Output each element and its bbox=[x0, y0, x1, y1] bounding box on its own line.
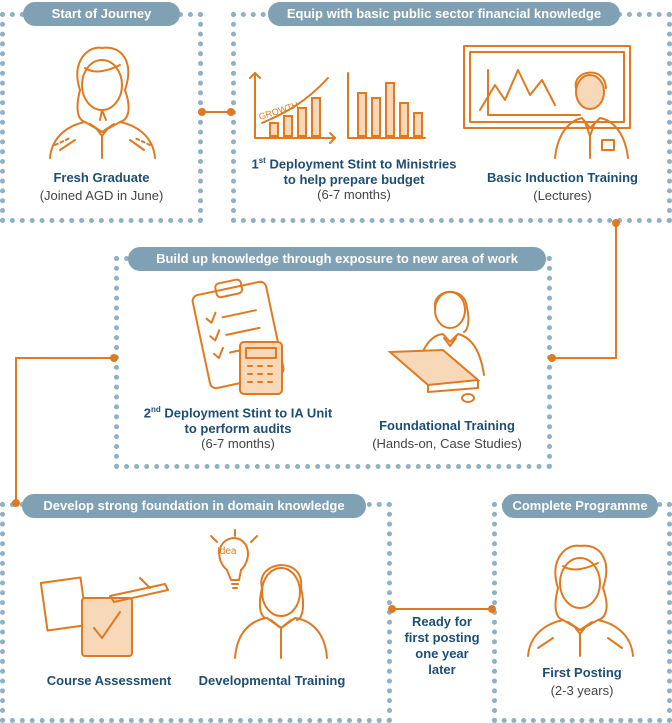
assessment-paper-icon bbox=[39, 576, 169, 657]
connector-start-equip bbox=[203, 111, 232, 113]
foundational-title: Foundational Training bbox=[379, 418, 515, 433]
induction-title: Basic Induction Training bbox=[487, 170, 638, 185]
checklist-calculator-icon bbox=[191, 278, 285, 395]
connector-dot bbox=[12, 499, 20, 507]
idea-label: Idea bbox=[217, 546, 237, 557]
growth-chart-icon: GROWTH bbox=[249, 72, 426, 144]
developmental-title: Developmental Training bbox=[198, 673, 346, 688]
idea-bulb-girl-icon: Idea bbox=[210, 529, 328, 659]
connector-dot bbox=[388, 605, 396, 613]
first-posting-sub: (2-3 years) bbox=[550, 683, 614, 698]
posted-girl-icon bbox=[527, 544, 634, 657]
connector-dot bbox=[548, 354, 556, 362]
graduate-girl-icon bbox=[49, 46, 156, 159]
connector-dot bbox=[110, 354, 118, 362]
deploy2-sub: (6-7 months) bbox=[201, 436, 275, 451]
connector-dot bbox=[198, 108, 206, 116]
deploy2-title: 2nd Deployment Stint to IA Unit to perfo… bbox=[143, 405, 333, 437]
assessment-title: Course Assessment bbox=[46, 673, 172, 688]
start-title: Fresh Graduate bbox=[53, 170, 150, 185]
connector-build-develop-v bbox=[15, 357, 17, 503]
lecture-board-icon bbox=[463, 45, 631, 159]
connector-equip-build-h bbox=[552, 357, 617, 359]
connector-equip-build-v bbox=[615, 223, 617, 359]
connector-build-develop-h bbox=[15, 357, 114, 359]
growth-label: GROWTH bbox=[258, 100, 300, 122]
induction-sub: (Lectures) bbox=[533, 188, 592, 203]
develop-pill: Develop strong foundation in domain know… bbox=[22, 494, 366, 518]
deploy1-title: 1st Deployment Stint to Ministries to he… bbox=[251, 156, 457, 188]
laptop-girl-icon bbox=[387, 290, 485, 403]
connector-dot bbox=[227, 108, 235, 116]
build-pill: Build up knowledge through exposure to n… bbox=[128, 247, 546, 271]
deploy1-sub: (6-7 months) bbox=[317, 187, 391, 202]
ready-text: Ready for first posting one year later bbox=[404, 614, 480, 677]
start-pill: Start of Journey bbox=[23, 2, 180, 26]
connector-dot bbox=[488, 605, 496, 613]
first-posting-title: First Posting bbox=[542, 665, 622, 680]
equip-pill: Equip with basic public sector financial… bbox=[268, 2, 620, 26]
complete-pill: Complete Programme bbox=[502, 494, 658, 518]
connector-develop-complete bbox=[392, 608, 492, 610]
foundational-sub: (Hands-on, Case Studies) bbox=[372, 436, 522, 451]
connector-dot bbox=[612, 219, 620, 227]
start-sub: (Joined AGD in June) bbox=[39, 188, 164, 203]
